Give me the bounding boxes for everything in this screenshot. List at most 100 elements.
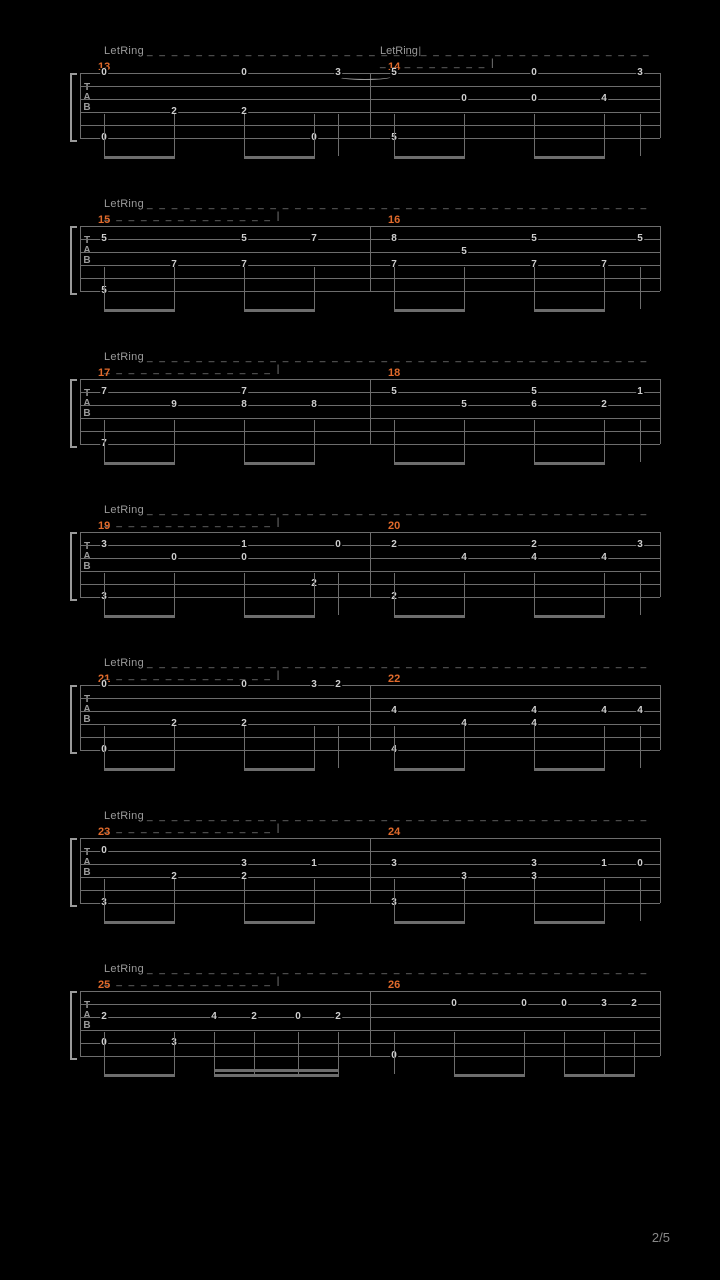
fret-number: 3 <box>240 859 248 869</box>
fret-number: 7 <box>100 387 108 397</box>
stem <box>394 267 395 309</box>
beam <box>244 921 315 924</box>
beam <box>534 921 605 924</box>
stem <box>104 420 105 462</box>
barline <box>80 73 81 138</box>
stem <box>634 1032 635 1074</box>
barline <box>80 991 81 1056</box>
barline <box>370 532 371 597</box>
beam <box>104 615 175 618</box>
barline <box>80 379 81 444</box>
staff: 192033010202244243 <box>80 532 660 597</box>
beam <box>394 156 465 159</box>
page-number: 2/5 <box>652 1230 670 1245</box>
stem <box>104 114 105 156</box>
stem <box>244 267 245 309</box>
beam <box>564 1074 635 1077</box>
barline <box>660 226 661 291</box>
beam <box>244 615 315 618</box>
stem <box>604 1032 605 1074</box>
beam <box>244 156 315 159</box>
stem <box>104 1032 105 1074</box>
beam <box>454 1074 525 1077</box>
fret-number: 0 <box>170 553 178 563</box>
system-bracket <box>70 991 77 1060</box>
stem <box>534 114 535 156</box>
fret-number: 7 <box>310 234 318 244</box>
stem <box>464 420 465 462</box>
beam <box>534 615 605 618</box>
stem <box>464 267 465 309</box>
letring-text: LetRing <box>104 963 144 975</box>
fret-number: 2 <box>530 540 538 550</box>
fret-number: 3 <box>600 999 608 1009</box>
stem <box>338 1032 339 1074</box>
tab-system: LetRing_ _ _ _ _ _ _ _ _ _ _ _ _ _ _ _ _… <box>80 351 660 496</box>
bar-number: 18 <box>388 367 400 379</box>
bar-number: 16 <box>388 214 400 226</box>
fret-number: 3 <box>334 68 342 78</box>
stem <box>394 573 395 615</box>
staff: 15165575778755775 <box>80 226 660 291</box>
beam <box>104 1074 175 1077</box>
stem <box>534 573 535 615</box>
stem <box>604 726 605 768</box>
fret-number: 5 <box>530 234 538 244</box>
fret-number: 2 <box>334 680 342 690</box>
bar-number: 23 <box>98 826 110 838</box>
fret-number: 2 <box>334 1012 342 1022</box>
beam <box>214 1069 339 1072</box>
stem <box>174 573 175 615</box>
stem <box>314 573 315 615</box>
fret-number: 0 <box>530 94 538 104</box>
barline <box>80 685 81 750</box>
letring-dashes: _ _ _ _ _ _ _ _ _ _ _ _ _ _ _ _ _ _ _ _ … <box>380 46 651 69</box>
fret-number: 0 <box>100 68 108 78</box>
fret-number: 4 <box>600 553 608 563</box>
letring-text: LetRing <box>104 810 144 822</box>
stem <box>640 573 641 615</box>
fret-number: 2 <box>100 1012 108 1022</box>
stems-area <box>80 750 660 778</box>
letring-label: LetRing_ _ _ _ _ _ _ _ _ _ _ _ _ _ _ _ _… <box>104 351 660 375</box>
stem <box>174 879 175 921</box>
beam <box>104 156 175 159</box>
beam <box>244 309 315 312</box>
stem <box>564 1032 565 1074</box>
stem <box>314 267 315 309</box>
stem <box>314 114 315 156</box>
fret-number: 2 <box>250 1012 258 1022</box>
fret-number: 3 <box>636 68 644 78</box>
staff: 131400202035500043 <box>80 73 660 138</box>
fret-number: 4 <box>210 1012 218 1022</box>
beam <box>104 309 175 312</box>
system-bracket <box>70 226 77 295</box>
stem <box>524 1032 525 1074</box>
fret-number: 3 <box>390 859 398 869</box>
stem <box>464 726 465 768</box>
barline <box>370 226 371 291</box>
beam <box>244 462 315 465</box>
stem <box>604 573 605 615</box>
barline <box>80 532 81 597</box>
fret-number: 0 <box>636 859 644 869</box>
fret-number: 4 <box>460 553 468 563</box>
fret-number: 0 <box>240 553 248 563</box>
stem <box>394 726 395 768</box>
fret-number: 4 <box>530 553 538 563</box>
barline <box>660 685 661 750</box>
beam <box>394 615 465 618</box>
stem <box>534 726 535 768</box>
barline <box>80 226 81 291</box>
fret-number: 0 <box>100 680 108 690</box>
beam <box>104 462 175 465</box>
stem <box>534 267 535 309</box>
stem <box>604 267 605 309</box>
stem <box>104 879 105 921</box>
tie-arc <box>338 73 392 80</box>
fret-number: 8 <box>240 400 248 410</box>
stem <box>314 879 315 921</box>
barline <box>370 73 371 138</box>
fret-number: 1 <box>636 387 644 397</box>
fret-number: 0 <box>100 846 108 856</box>
